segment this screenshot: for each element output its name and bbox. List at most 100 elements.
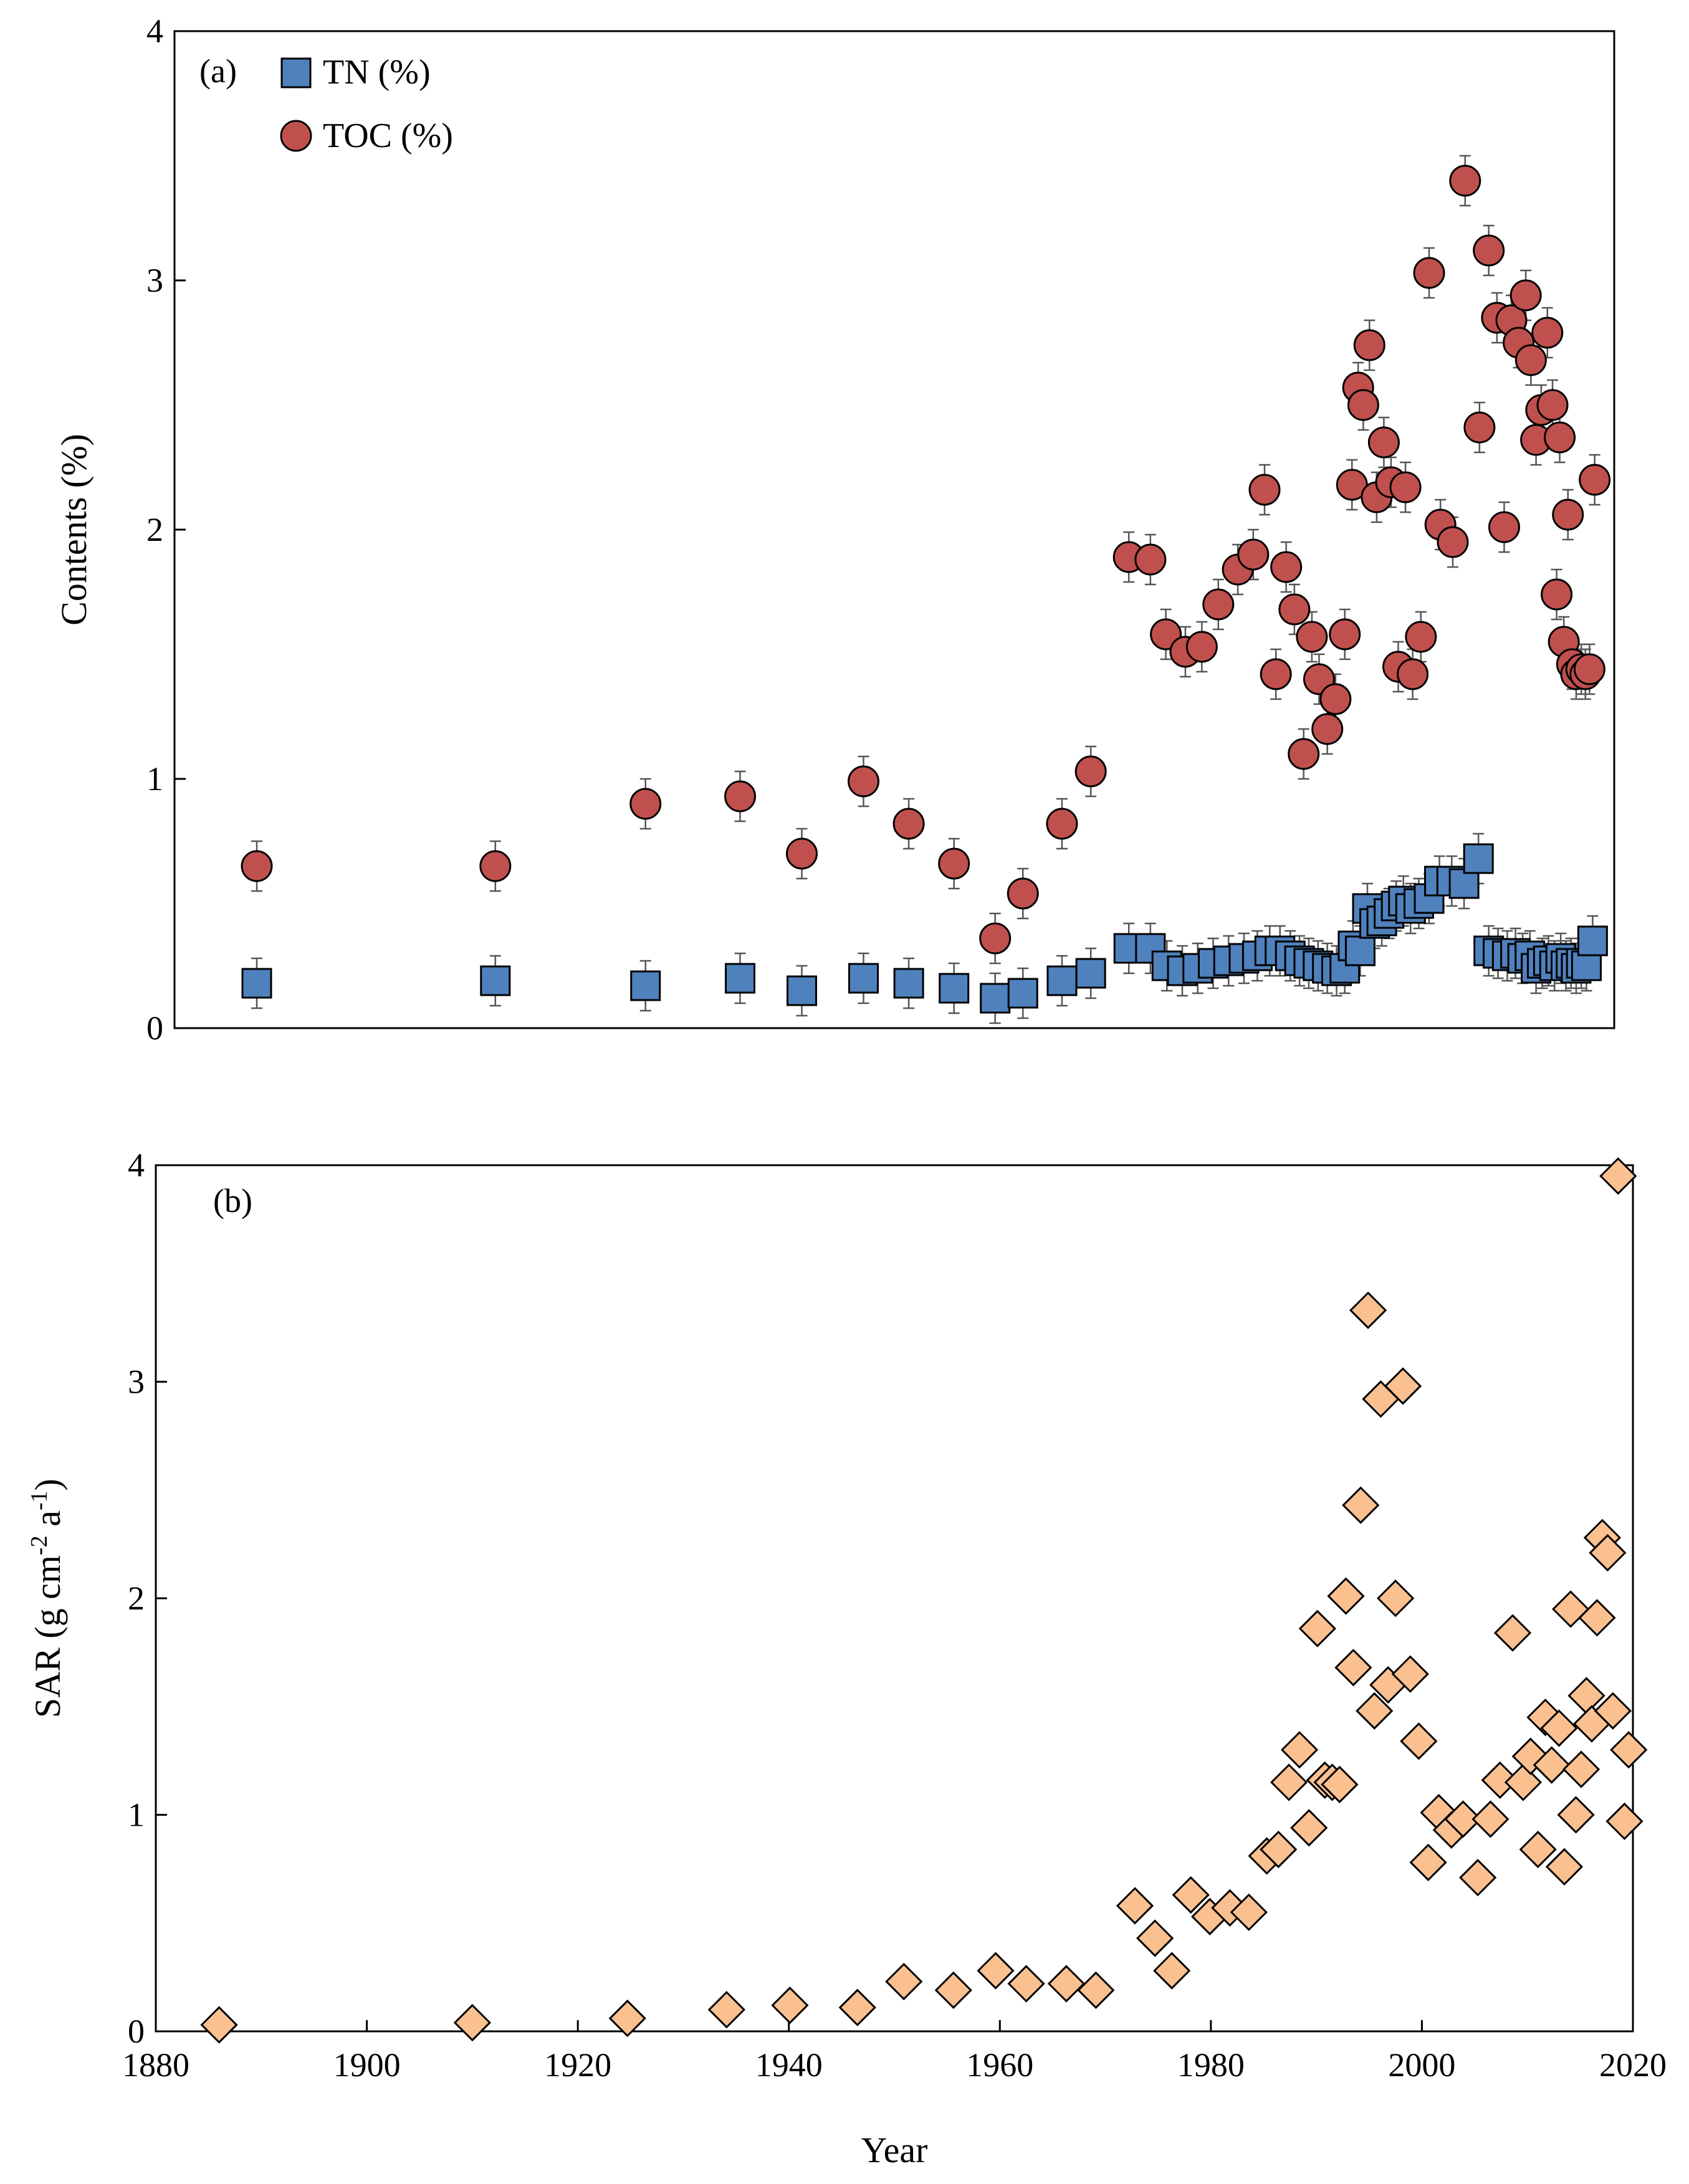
legend-marker-toc [280,120,312,152]
y-axis-label-b-main: SAR (g cm [27,1555,68,1718]
x-tick-label-1900: 1900 [333,2046,401,2084]
sar-point-53 [1545,1848,1584,1886]
sar-point-46 [1493,1614,1532,1652]
sar-point-1 [453,2003,491,2042]
toc-point-11 [1074,755,1107,788]
toc-point-6 [892,808,925,840]
tn-point-5 [848,963,879,994]
sar-point-21 [1270,1763,1308,1801]
sar-point-65 [1610,1731,1648,1769]
y-axis-label-b-mid: a [27,1510,68,1535]
tn-point-6 [893,968,924,999]
x-tick-label-1880: 1880 [122,2046,189,2084]
sar-point-13 [1136,1919,1174,1957]
x-tick-label-2000: 2000 [1388,2046,1455,2084]
toc-point-13 [1134,543,1167,576]
sar-point-56 [1562,1750,1600,1788]
tn-point-3 [725,963,755,994]
sar-point-55 [1557,1796,1595,1834]
toc-point-58 [1544,421,1576,454]
sar-point-0 [200,2006,238,2044]
toc-point-5 [848,765,879,798]
y-axis-label-b: SAR (g cm-2 a-1) [26,1479,68,1718]
toc-point-4 [786,837,818,870]
toc-point-10 [1046,808,1078,840]
toc-point-8 [979,922,1012,955]
x-tick-label-1980: 1980 [1177,2046,1245,2084]
plot-area-a [173,30,1615,1029]
sar-point-63 [1599,1157,1637,1195]
y-tick-label-b-1: 1 [128,1796,145,1834]
panel-label-b: (b) [213,1182,252,1219]
toc-point-20 [1248,474,1281,506]
tn-point-1 [480,965,511,996]
y-tick-label-b-3: 3 [128,1363,145,1401]
sar-point-14 [1153,1952,1191,1990]
sar-point-44 [1471,1800,1510,1838]
toc-point-22 [1270,551,1303,583]
tn-point-44 [1463,843,1494,874]
sar-point-24 [1298,1609,1336,1648]
panel-b: (b) SAR (g cm-2 a-1) Year 0 1 2 3 4 1880 1900… [26,1147,1667,2170]
y-axis-label-a: Contents (%) [54,434,94,626]
sar-point-29 [1334,1649,1372,1687]
toc-point-39 [1397,658,1429,690]
toc-point-28 [1319,683,1352,715]
marks-b [200,1157,1648,2044]
legend-a: TN (%) TOC (%) [280,53,453,155]
sar-point-38 [1400,1722,1438,1760]
tn-point-10 [1046,965,1078,996]
sar-point-52 [1540,1709,1578,1747]
toc-point-0 [241,850,273,882]
toc-point-57 [1541,578,1573,611]
y-tick-label-b-0: 0 [128,2013,145,2050]
tn-point-61 [1577,925,1608,956]
sar-point-7 [934,1971,972,2010]
sar-point-9 [1007,1965,1045,2003]
tn-point-2 [630,970,661,1001]
sar-point-5 [838,1988,876,2026]
toc-point-60 [1552,498,1584,531]
sar-point-32 [1356,1692,1394,1730]
sar-point-39 [1409,1843,1447,1882]
y-tick-label-a-4: 4 [146,12,163,50]
sar-point-28 [1327,1577,1365,1615]
sar-point-42 [1444,1800,1482,1838]
sar-point-22 [1280,1731,1319,1769]
x-tick-label-1920: 1920 [544,2046,611,2084]
panel-a: (a) Contents (%) TN (%) TOC (%) 0 1 2 3 4 [54,12,1615,1047]
x-tick-label-1940: 1940 [755,2046,823,2084]
sar-point-35 [1376,1579,1415,1618]
sar-point-62 [1594,1692,1632,1730]
toc-point-38 [1389,471,1422,503]
toc-point-43 [1437,526,1469,558]
toc-point-2 [629,788,662,820]
y-tick-label-a-0: 0 [146,1009,163,1047]
toc-point-29 [1329,618,1361,651]
toc-point-25 [1296,621,1328,653]
toc-point-44 [1449,165,1481,197]
y-axis-label-b-end: ) [27,1479,68,1490]
marks-a [241,165,1611,1014]
toc-point-46 [1473,234,1505,267]
toc-point-55 [1531,317,1564,349]
legend-label-toc: TOC (%) [323,117,453,155]
sar-point-36 [1384,1367,1422,1405]
x-axis-b: 1880 1900 1920 1940 1960 1980 2000 2020 [122,2020,1667,2084]
toc-point-32 [1347,389,1379,421]
y-tick-label-b-4: 4 [128,1147,145,1184]
sar-point-20 [1260,1830,1298,1869]
toc-point-19 [1237,538,1270,571]
y-tick-label-a-1: 1 [146,760,163,798]
sar-point-18 [1230,1893,1268,1931]
toc-point-27 [1311,713,1344,745]
legend-label-tn: TN (%) [323,53,431,92]
y-axis-a: 0 1 2 3 4 [146,12,186,1047]
x-axis-label: Year [861,2130,928,2170]
toc-point-24 [1288,738,1320,770]
toc-point-16 [1185,631,1218,663]
tn-point-9 [1007,978,1038,1009]
sar-point-37 [1391,1655,1429,1693]
toc-point-65 [1573,653,1605,685]
sar-point-30 [1342,1486,1380,1524]
